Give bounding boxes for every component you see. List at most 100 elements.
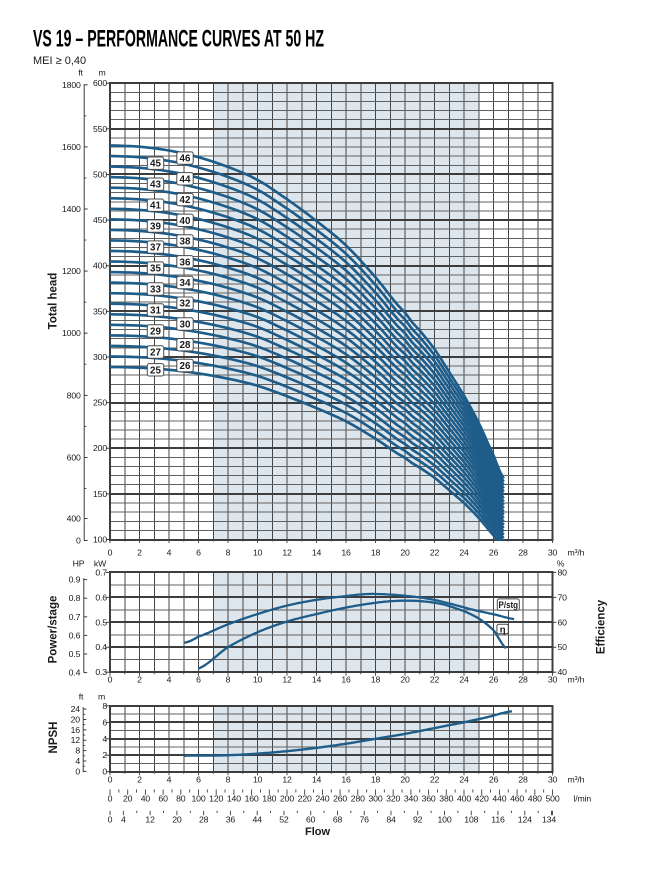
svg-text:12: 12: [282, 675, 292, 685]
svg-text:4: 4: [121, 815, 126, 825]
svg-text:12: 12: [71, 735, 81, 745]
svg-text:ft: ft: [78, 68, 83, 78]
svg-text:8: 8: [226, 775, 231, 785]
svg-text:34: 34: [180, 278, 191, 289]
svg-text:l/min: l/min: [574, 794, 592, 804]
svg-text:10: 10: [253, 675, 263, 685]
svg-text:Efficiency: Efficiency: [596, 599, 608, 654]
svg-text:18: 18: [371, 675, 381, 685]
svg-text:0.9: 0.9: [69, 575, 81, 585]
svg-text:26: 26: [489, 548, 499, 558]
svg-text:400: 400: [457, 794, 471, 804]
svg-text:0: 0: [108, 548, 113, 558]
svg-text:22: 22: [430, 548, 440, 558]
svg-text:20: 20: [400, 775, 410, 785]
svg-text:33: 33: [150, 285, 161, 296]
svg-text:6: 6: [196, 548, 201, 558]
svg-text:140: 140: [227, 794, 241, 804]
svg-text:m³/h: m³/h: [568, 548, 585, 558]
svg-text:1800: 1800: [62, 80, 81, 90]
svg-text:600: 600: [93, 78, 107, 88]
svg-text:20: 20: [172, 815, 182, 825]
svg-text:0.4: 0.4: [69, 668, 81, 678]
svg-text:m³/h: m³/h: [568, 675, 585, 685]
svg-text:24: 24: [459, 548, 469, 558]
svg-text:20: 20: [71, 715, 81, 725]
svg-text:0.5: 0.5: [95, 617, 107, 627]
svg-text:0.8: 0.8: [69, 593, 81, 603]
svg-text:1000: 1000: [62, 328, 81, 338]
svg-text:500: 500: [93, 170, 107, 180]
svg-text:44: 44: [180, 174, 191, 185]
svg-text:70: 70: [558, 592, 568, 602]
svg-text:2: 2: [137, 675, 142, 685]
svg-text:m³/h: m³/h: [568, 775, 585, 785]
svg-text:16: 16: [341, 675, 351, 685]
svg-text:380: 380: [439, 794, 453, 804]
svg-text:2: 2: [137, 548, 142, 558]
svg-text:0.5: 0.5: [69, 649, 81, 659]
svg-text:800: 800: [67, 390, 81, 400]
svg-text:ft: ft: [79, 692, 84, 702]
svg-text:60: 60: [558, 617, 568, 627]
svg-text:10: 10: [253, 548, 263, 558]
svg-text:43: 43: [150, 180, 161, 191]
svg-text:22: 22: [430, 675, 440, 685]
svg-text:1200: 1200: [62, 266, 81, 276]
svg-text:0: 0: [108, 775, 113, 785]
svg-text:27: 27: [150, 348, 161, 359]
svg-text:200: 200: [93, 443, 107, 453]
svg-text:40: 40: [180, 216, 191, 227]
svg-text:36: 36: [180, 257, 191, 268]
svg-text:0.3: 0.3: [95, 667, 107, 677]
svg-text:28: 28: [518, 675, 528, 685]
svg-text:12: 12: [145, 815, 155, 825]
svg-text:280: 280: [351, 794, 365, 804]
svg-text:0.6: 0.6: [95, 592, 107, 602]
svg-text:450: 450: [93, 215, 107, 225]
svg-text:300: 300: [93, 352, 107, 362]
svg-text:12: 12: [282, 775, 292, 785]
svg-text:14: 14: [312, 675, 322, 685]
svg-text:8: 8: [102, 701, 107, 711]
svg-text:0: 0: [102, 767, 107, 777]
svg-text:350: 350: [93, 306, 107, 316]
svg-text:40: 40: [141, 794, 151, 804]
svg-text:250: 250: [93, 398, 107, 408]
svg-text:4: 4: [102, 734, 107, 744]
svg-text:76: 76: [360, 815, 370, 825]
svg-text:VS 19 – PERFORMANCE CURVES AT: VS 19 – PERFORMANCE CURVES AT 50 HZ: [33, 26, 324, 53]
svg-text:14: 14: [312, 548, 322, 558]
svg-text:0: 0: [108, 675, 113, 685]
svg-text:600: 600: [67, 453, 81, 463]
svg-text:MEI ≥ 0,40: MEI ≥ 0,40: [33, 55, 86, 67]
svg-text:400: 400: [67, 514, 81, 524]
svg-text:60: 60: [158, 794, 168, 804]
svg-text:44: 44: [253, 815, 263, 825]
svg-text:41: 41: [150, 201, 161, 212]
svg-text:134: 134: [542, 815, 556, 825]
svg-text:150: 150: [93, 489, 107, 499]
svg-text:200: 200: [280, 794, 294, 804]
svg-text:100: 100: [93, 535, 107, 545]
svg-text:25: 25: [150, 365, 161, 376]
svg-text:Power/stage: Power/stage: [48, 596, 60, 664]
svg-text:0: 0: [75, 766, 80, 776]
svg-text:8: 8: [226, 675, 231, 685]
svg-text:30: 30: [548, 675, 558, 685]
svg-text:550: 550: [93, 124, 107, 134]
svg-text:Flow: Flow: [305, 826, 330, 838]
svg-text:30: 30: [548, 775, 558, 785]
svg-text:60: 60: [306, 815, 316, 825]
svg-text:14: 14: [312, 775, 322, 785]
svg-text:HP: HP: [73, 559, 85, 569]
svg-text:42: 42: [180, 195, 191, 206]
svg-text:68: 68: [333, 815, 343, 825]
svg-text:31: 31: [150, 306, 161, 317]
svg-text:360: 360: [422, 794, 436, 804]
svg-text:37: 37: [150, 243, 161, 254]
svg-text:12: 12: [282, 548, 292, 558]
svg-text:39: 39: [150, 222, 161, 233]
svg-text:440: 440: [492, 794, 506, 804]
svg-text:18: 18: [371, 775, 381, 785]
